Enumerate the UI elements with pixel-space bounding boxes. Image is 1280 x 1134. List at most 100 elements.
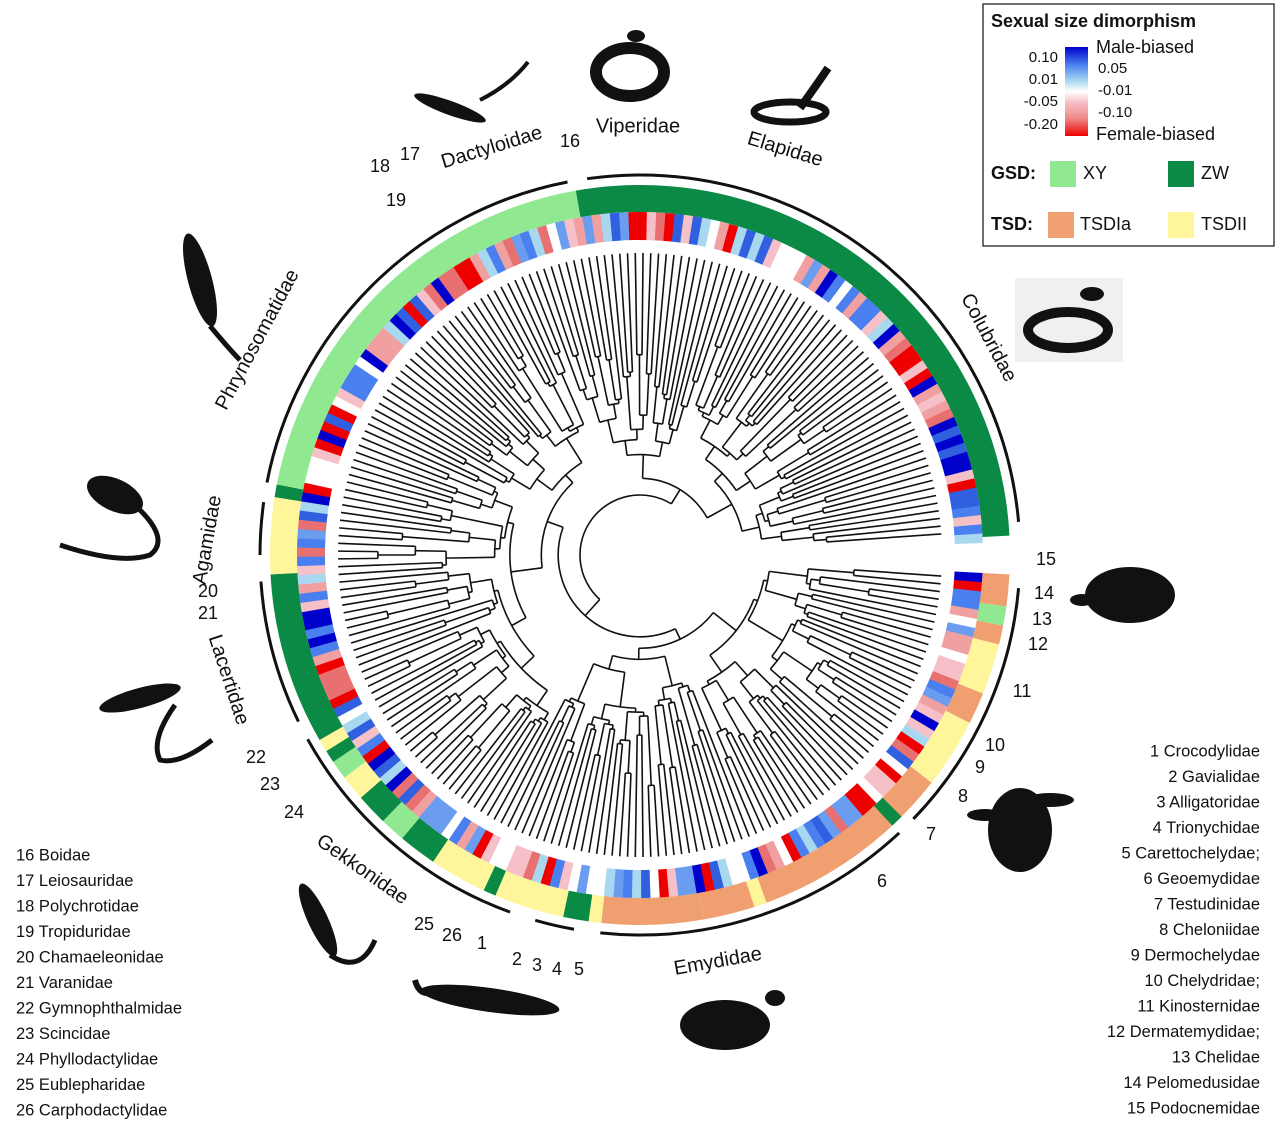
branch-arc [799,619,803,624]
branch [780,495,794,502]
ssd-cell [609,212,622,242]
ssd-cell [531,853,549,884]
list-item: 4 Trionychidae [1153,819,1260,837]
branch [382,395,490,463]
branch [653,785,660,857]
branch [427,504,453,512]
branch [431,335,497,405]
branch [473,649,498,666]
branch [826,472,931,504]
sex-determination-cell [326,736,356,762]
branch [367,422,480,478]
family-number: 12 [1028,634,1048,654]
scale-label: Male-biased [1096,37,1194,57]
ssd-cell [297,537,326,549]
branch [603,255,623,400]
branch [752,734,757,740]
branch [612,404,617,419]
ssd-cell [821,274,846,303]
ssd-cell [351,725,381,749]
scale-label: Female-biased [1096,124,1215,144]
ssd-cell [926,678,956,699]
ssd-cell [637,212,648,241]
branch [755,512,763,517]
ssd-cell [307,632,337,649]
branch [654,705,662,765]
branch [654,423,659,442]
branch [776,457,927,510]
branch [486,293,525,357]
branch [345,488,427,509]
branch [822,381,889,428]
branch [851,651,915,682]
branch [477,478,497,489]
branch [535,271,581,391]
branch [841,695,889,729]
branch-arc [692,379,698,383]
branch-arc [491,492,499,509]
branch [756,329,842,426]
list-item: 10 Chelydridae; [1144,972,1260,990]
ssd-cell [785,250,807,280]
sex-determination-cell [979,572,1010,607]
ssd-cell [315,656,345,675]
branch [626,773,632,857]
ssd-cell [416,288,442,317]
branch [521,708,576,834]
branch [532,718,536,723]
ssd-cell [943,630,974,647]
family-number: 10 [985,735,1005,755]
branch [657,700,660,706]
ssd-cell [367,746,396,772]
branch [641,735,644,857]
list-item: 11 Kinosternidae [1137,997,1260,1015]
ssd-cell [418,795,444,824]
branch [739,398,792,452]
branch [725,727,730,734]
family-number: 26 [442,925,462,945]
branch [550,723,589,844]
ssd-cell [395,307,423,334]
branch [460,310,517,386]
ssd-cell [894,352,923,377]
sex-determination-cell [274,484,304,502]
branch [787,334,848,398]
branch-arc [540,482,574,568]
ssd-cell [409,294,435,322]
branch [769,668,783,680]
branch [415,578,449,585]
branch [669,698,673,703]
ssd-cell [373,753,401,779]
viper-silhouette [590,30,670,102]
ssd-cell [510,233,530,264]
scale-label: -0.05 [1024,93,1058,110]
branch [805,678,819,689]
branch [575,355,588,389]
ssd-cell [777,246,799,276]
ssd-cell [321,672,352,693]
branch [547,382,551,387]
branch [570,703,586,742]
branch [794,428,915,485]
branch [343,496,442,518]
ssd-cell [654,212,666,241]
branch-arc [488,629,507,657]
ssd-cell [921,400,951,421]
branch [806,641,909,696]
branch [647,785,652,857]
branch [447,476,493,496]
ssd-cell [860,310,888,337]
ssd-cell [802,819,826,849]
branch [837,700,884,735]
lizard-silhouette [99,683,214,764]
ssd-cell [795,824,818,854]
branch-arc [518,365,527,372]
branch [355,624,447,659]
lizard-silhouette [183,233,242,362]
branch [520,356,527,367]
branch [662,704,674,768]
branch [674,766,691,854]
ssd-cell [772,836,794,866]
branch [568,697,572,702]
branch [771,655,778,662]
